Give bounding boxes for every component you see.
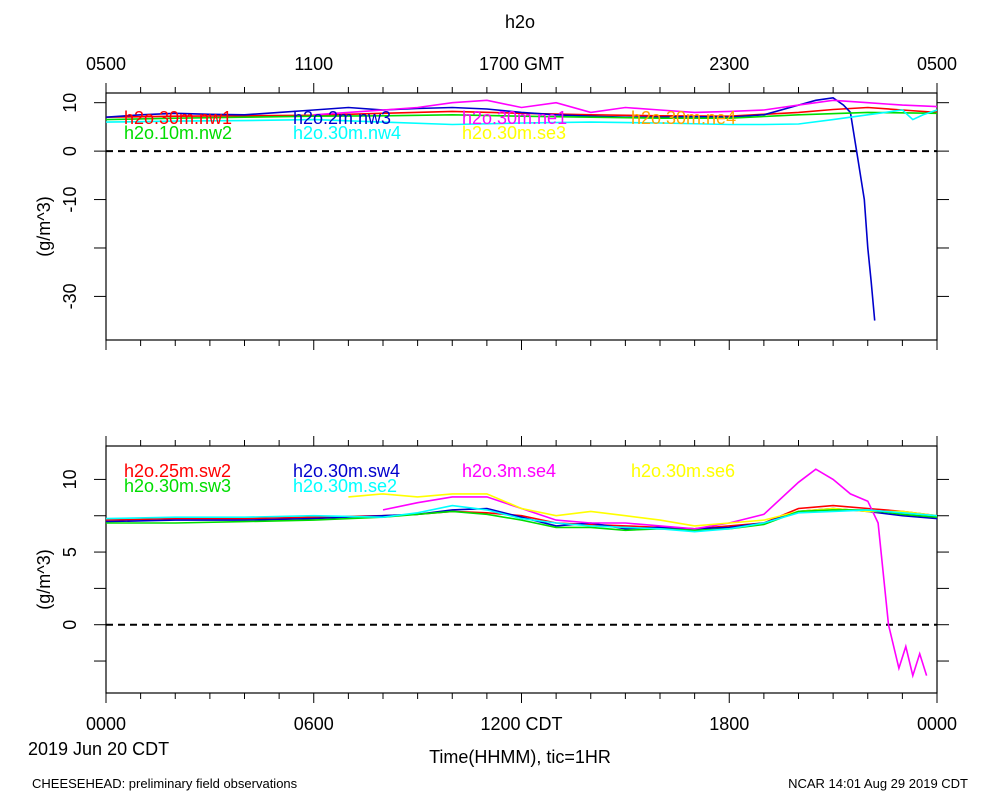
top-tick-label: 2300: [709, 54, 749, 74]
top-tick-label: 0500: [86, 54, 126, 74]
y-tick-label: 5: [60, 547, 80, 557]
bottom-axis-labels: 0000 0600 1200 CDT 1800 0000: [86, 714, 957, 734]
series-line-h2o-3m-se4: [382, 468, 928, 679]
top-tick-label: 1700 GMT: [479, 54, 564, 74]
series-line-h2o-30m-nw1: [106, 106, 937, 118]
y-tick-label: -10: [60, 187, 80, 213]
legend-entry: h2o.30m.sw4: [293, 461, 400, 481]
y-tick-label: -30: [60, 283, 80, 309]
y-tick-label: 10: [60, 93, 80, 113]
legend-entry: h2o.30m.se3: [462, 123, 566, 143]
legend-entry: h2o.30m.nw1: [124, 108, 232, 128]
legend-entry: h2o.30m.nw4: [293, 123, 401, 143]
series-line-h2o-30m-se2: [106, 504, 937, 533]
bottom-tick-label: 0000: [86, 714, 126, 734]
series-line-h2o-30m-nw4: [106, 109, 937, 126]
legend-entry: h2o.2m.nw3: [293, 108, 391, 128]
figure-title: h2o: [505, 12, 535, 32]
legend-entry: h2o.25m.sw2: [124, 461, 231, 481]
bottom-tick-label: 0000: [917, 714, 957, 734]
legend-entry: h2o.30m.se6: [631, 461, 735, 481]
legend-entry: h2o.30m.ne4: [631, 108, 736, 128]
y-tick-label: 0: [60, 620, 80, 630]
y-tick-label: 0: [60, 146, 80, 156]
footer-left: CHEESEHEAD: preliminary field observatio…: [32, 776, 298, 791]
legend-entry: h2o.30m.ne1: [462, 108, 567, 128]
bottom-tick-label: 1800: [709, 714, 749, 734]
date-label: 2019 Jun 20 CDT: [28, 739, 169, 759]
series-line-h2o-30m-ne1: [313, 99, 937, 116]
top-axis-labels: 0500 1100 1700 GMT 2300 0500: [86, 54, 957, 74]
panel-bottom: 10 5 0 (g/m^3) h2o.25m.sw2 h2o.30m.sw4 h2o.3m.…: [34, 436, 949, 703]
y-axis-label: (g/m^3): [34, 196, 54, 256]
top-tick-label: 1100: [294, 54, 333, 74]
legend-entry: h2o.30m.sw3: [124, 476, 231, 496]
y-axis-label: (g/m^3): [34, 549, 54, 609]
legend-entry: h2o.10m.nw2: [124, 123, 232, 143]
panel-top: 100-10-30(g/m^3)h2o.30m.nw1 h2o.2m.nw3 h2o…: [34, 83, 949, 350]
series-line-h2o-30m-sw3: [106, 509, 937, 532]
bottom-tick-label: 0600: [294, 714, 334, 734]
top-tick-label: 0500: [917, 54, 957, 74]
y-tick-label: 10: [60, 469, 80, 489]
bottom-tick-label: 1200 CDT: [480, 714, 562, 734]
x-axis-label: Time(HHMM), tic=1HR: [429, 747, 611, 767]
series-line-h2o-10m-nw2: [106, 111, 937, 121]
legend-entry: h2o.3m.se4: [462, 461, 556, 481]
series-line-h2o-30m-se6: [348, 493, 937, 527]
footer-right: NCAR 14:01 Aug 29 2019 CDT: [788, 776, 968, 791]
legend-entry: h2o.30m.se2: [293, 476, 397, 496]
